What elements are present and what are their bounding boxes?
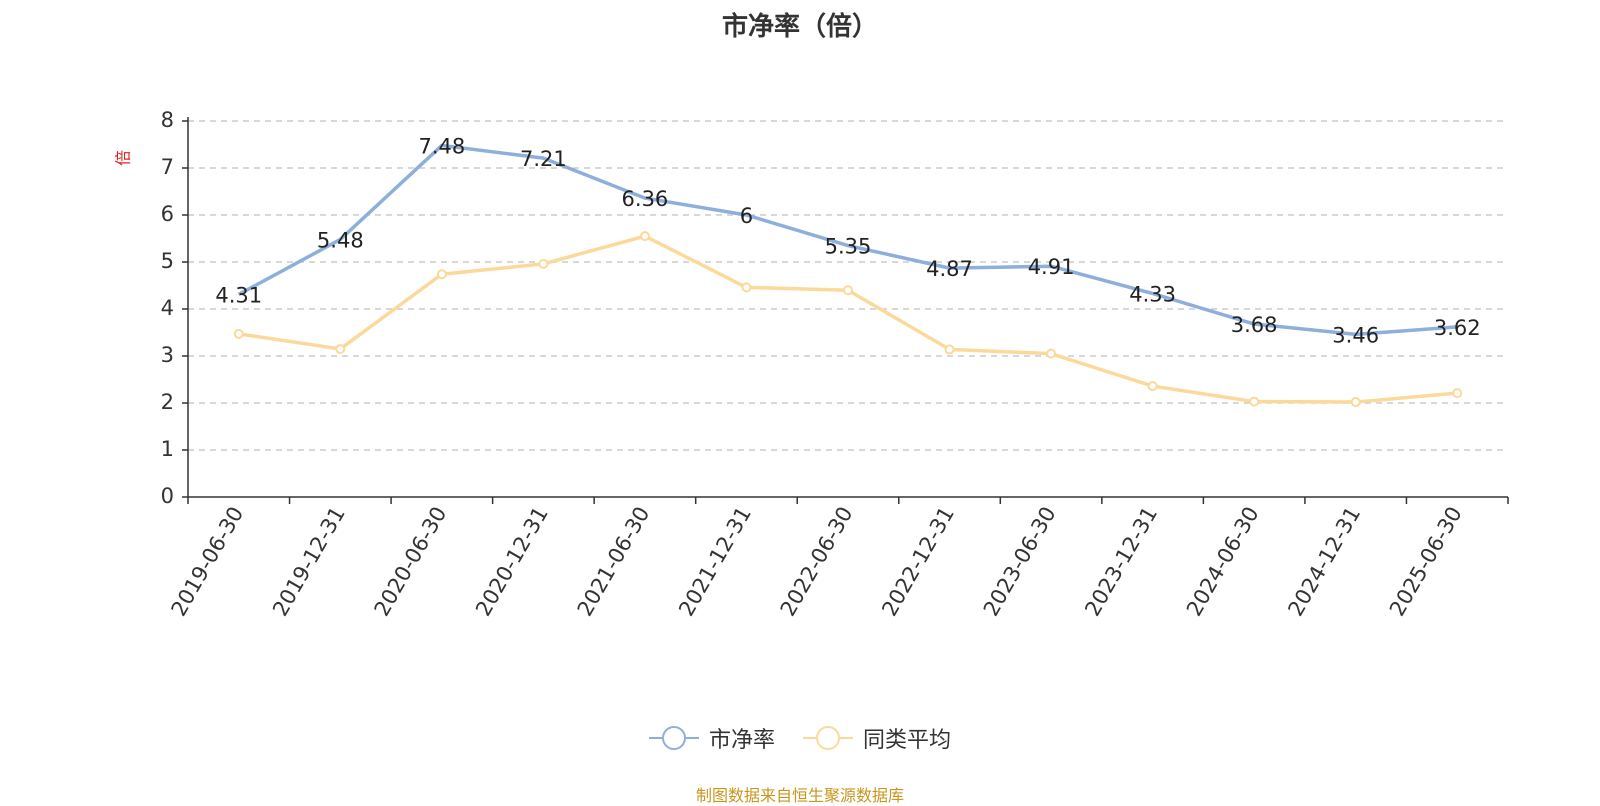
data-point [335, 343, 346, 354]
x-tick-label: 2023-06-30 [979, 503, 1061, 621]
data-label: 3.68 [1231, 313, 1278, 337]
legend-label: 市净率 [708, 728, 775, 753]
data-label: 3.46 [1332, 323, 1379, 347]
data-point [843, 285, 853, 296]
x-tick-label: 2025-06-30 [1385, 503, 1467, 621]
x-tick-label: 2020-12-31 [471, 503, 553, 621]
data-label: 7.21 [520, 147, 567, 171]
data-label: 4.33 [1129, 282, 1176, 306]
y-tick-label: 8 [161, 108, 174, 132]
y-tick-label: 6 [161, 202, 174, 226]
legend: 市净率 同类平均 [0, 722, 1600, 754]
data-label: 3.62 [1434, 316, 1481, 340]
data-point [944, 344, 955, 355]
data-point [1147, 381, 1158, 392]
x-tick-label: 2020-06-30 [370, 503, 452, 621]
legend-swatch-icon [803, 726, 853, 750]
data-label: 4.87 [926, 257, 973, 281]
legend-swatch-icon [648, 726, 699, 750]
x-tick-label: 2024-12-31 [1283, 503, 1365, 621]
data-point [538, 258, 549, 269]
x-tick-label: 2019-12-31 [268, 503, 350, 621]
legend-item[interactable]: 同类平均 [803, 722, 951, 754]
series-line [237, 143, 1458, 337]
chart-title: 市净率（倍） [721, 12, 878, 42]
y-tick-label: 4 [161, 296, 174, 320]
data-label: 4.91 [1028, 255, 1075, 279]
y-tick-label: 2 [161, 390, 174, 414]
x-tick-label: 2023-12-31 [1080, 503, 1162, 621]
grid-lines [188, 120, 1508, 451]
x-tick-label: 2021-12-31 [674, 503, 756, 621]
legend-label: 同类平均 [863, 728, 952, 753]
data-label: 7.48 [418, 134, 465, 158]
data-point [741, 282, 752, 293]
data-label: 5.35 [825, 235, 872, 259]
data-point [1046, 348, 1057, 359]
x-tick-label: 2022-06-30 [776, 503, 858, 621]
x-tick-label: 2021-06-30 [573, 503, 655, 621]
data-label: 5.48 [317, 228, 364, 252]
x-tick-label: 2024-06-30 [1182, 503, 1264, 621]
x-tick-label: 2019-06-30 [166, 503, 248, 621]
data-point [1350, 397, 1361, 408]
data-point [639, 231, 650, 242]
data-point [233, 328, 244, 339]
series-lines [233, 143, 1463, 408]
source-note: 制图数据来自恒生聚源数据库 [695, 786, 904, 805]
data-labels: 4.31 5.48 7.48 7.21 6.36 6 5.35 4.87 4.91 4.33 3.6… [215, 134, 1480, 347]
x-tick-label: 2022-12-31 [877, 503, 959, 621]
data-label: 4.31 [215, 283, 262, 307]
y-tick-label: 7 [161, 155, 174, 179]
y-tick-label: 1 [161, 437, 174, 461]
data-point [1452, 388, 1463, 399]
legend-item[interactable]: 市净率 [648, 722, 775, 754]
y-tick-label: 3 [161, 343, 174, 367]
y-tick-label: 0 [161, 484, 174, 508]
y-axis-unit-label: 倍 [114, 150, 133, 166]
data-label: 6.36 [622, 187, 669, 211]
data-point [1249, 396, 1260, 407]
data-label: 6 [740, 204, 753, 228]
y-tick-label: 5 [161, 249, 174, 273]
data-point [436, 269, 447, 280]
